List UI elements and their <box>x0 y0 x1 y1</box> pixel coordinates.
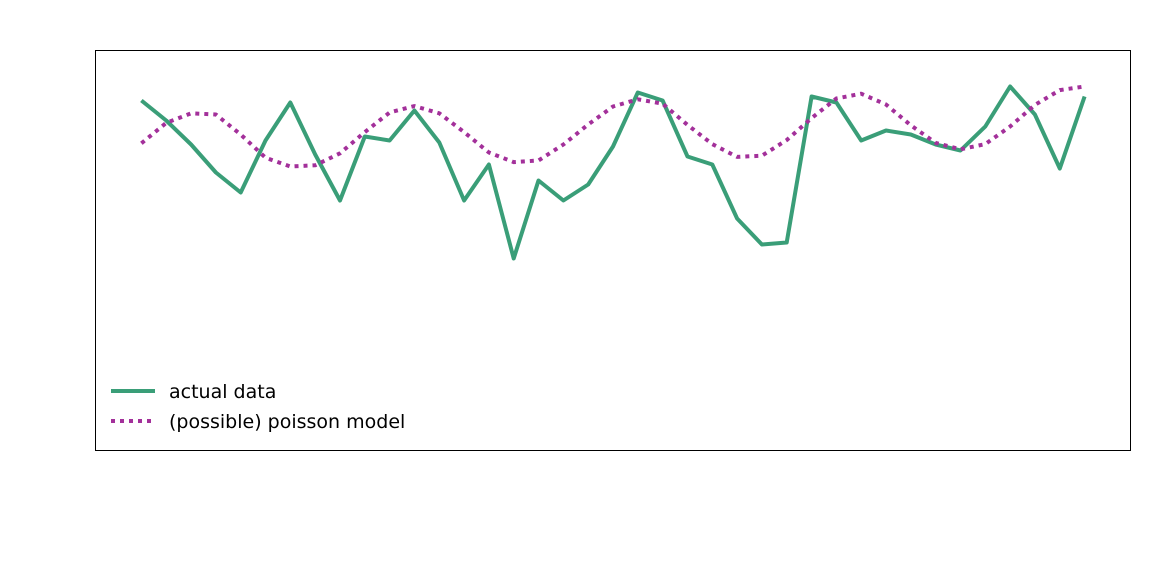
legend-label-poisson-model: (possible) poisson model <box>169 411 405 433</box>
series-layer <box>140 84 1087 261</box>
series-line-poisson-model <box>140 84 1085 169</box>
legend-label-actual-data: actual data <box>169 381 276 403</box>
legend: actual data (possible) poisson model <box>111 381 405 433</box>
plot-frame <box>95 50 1131 451</box>
series-line-actual-data <box>140 84 1087 261</box>
